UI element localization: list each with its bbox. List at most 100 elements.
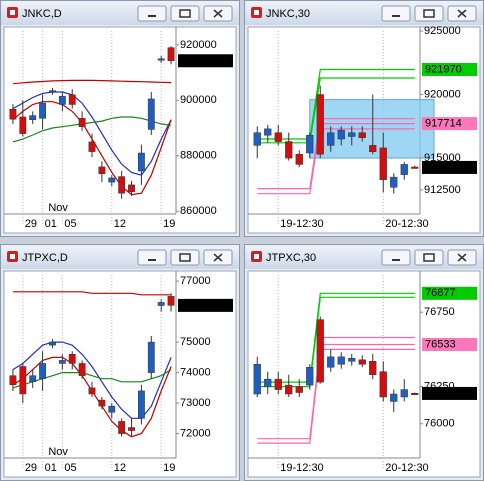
minimize-button[interactable] (381, 249, 411, 266)
candle-body (295, 386, 303, 393)
y-tick-label: 76750 (424, 306, 455, 318)
indicator-line (257, 343, 415, 440)
price-tag-label: 921970 (425, 63, 462, 75)
indicator-line (257, 68, 415, 140)
x-tick-label: 19-12:30 (280, 218, 323, 230)
candle-body (88, 387, 96, 395)
indicator-line (257, 77, 415, 144)
x-tick-label: 12 (114, 218, 126, 230)
button-glyph (423, 253, 435, 262)
candle-body (264, 378, 272, 387)
candle-body (128, 184, 135, 193)
x-tick-label: 01 (45, 218, 57, 230)
minimize-button[interactable] (381, 5, 411, 22)
candle-body (39, 363, 47, 379)
candle-body (400, 164, 408, 175)
x-tick-label: 20-12:30 (385, 218, 428, 230)
candle-body (147, 341, 155, 373)
candle-body (137, 390, 145, 419)
x-tick-label: 19-12:30 (280, 462, 323, 474)
price-tag-label: 76204 (425, 387, 456, 399)
candle-body (58, 360, 66, 364)
minimize-button[interactable] (137, 5, 167, 22)
restore-button[interactable] (170, 5, 200, 22)
candle-body (379, 147, 387, 180)
chart-window: JTPXC,D 29 01 05 12 19 Nov 72000 73000 74000 75000… (0, 244, 240, 481)
x-tick-label: 01 (45, 462, 57, 474)
y-tick-label: 74000 (180, 367, 211, 379)
candle-body (19, 366, 27, 395)
candle-body (337, 356, 345, 365)
x-tick-label: 05 (64, 218, 76, 230)
minimize-button[interactable] (137, 249, 167, 266)
price-tag (422, 337, 477, 351)
month-label: Nov (48, 202, 68, 214)
restore-button[interactable] (414, 249, 444, 266)
candle-body (306, 366, 314, 386)
candle-body (390, 393, 398, 402)
restore-button[interactable] (170, 249, 200, 266)
candle-body (98, 399, 106, 407)
candle-body (19, 116, 27, 134)
indicator-line (257, 296, 415, 388)
chart-area (247, 270, 481, 478)
x-tick-label: 19 (163, 218, 175, 230)
button-glyph (423, 9, 435, 18)
month-label: Nov (48, 446, 68, 458)
candle-body (295, 154, 303, 165)
price-tag (422, 160, 477, 174)
candle-body (147, 98, 155, 130)
candle-body (253, 364, 261, 395)
x-tick-label: 20-12:30 (385, 462, 428, 474)
candle-body (58, 95, 66, 105)
candle-body (98, 166, 106, 175)
price-tag (178, 54, 233, 68)
candle-body (68, 94, 76, 105)
indicator-line (12, 369, 172, 389)
window-title: JNKC,30 (266, 8, 310, 20)
button-glyph (179, 9, 191, 18)
indicator-line (12, 79, 172, 85)
candle-body (348, 132, 356, 137)
restore-button[interactable] (414, 5, 444, 22)
y-tick-label: 860000 (180, 205, 217, 217)
candle-body (348, 358, 356, 362)
y-tick-label: 880000 (180, 150, 217, 162)
price-tag-label: 76533 (425, 338, 456, 350)
candle-body (306, 134, 314, 154)
window-title: JTPXC,30 (266, 252, 316, 264)
x-tick-label: 19 (163, 462, 175, 474)
chart-window: JNKC,D 29 01 05 12 19 Nov 860000 880000 900000 920… (0, 0, 240, 237)
y-tick-label: 920000 (180, 39, 217, 51)
candle-body (29, 115, 37, 120)
button-glyph (457, 9, 467, 18)
candle-body (379, 371, 387, 398)
candle-body (68, 354, 76, 364)
candle-body (274, 378, 282, 390)
candle-body (327, 132, 335, 146)
window-icon-inner (254, 254, 259, 259)
candle-body (9, 375, 17, 386)
y-tick-label: 77000 (180, 275, 211, 287)
candle-body (39, 102, 47, 119)
window-icon-inner (10, 10, 15, 15)
candle-body (358, 132, 366, 139)
price-tag (422, 117, 477, 131)
x-tick-label: 12 (114, 462, 126, 474)
candle-body (369, 361, 377, 375)
candle-body (253, 132, 261, 146)
button-glyph (213, 9, 223, 18)
x-tick-label: 05 (64, 462, 76, 474)
y-tick-label: 925000 (424, 25, 461, 37)
window-title: JNKC,D (22, 8, 62, 20)
candle-body (157, 58, 165, 61)
candle-body (118, 421, 126, 434)
candle-body (411, 393, 419, 396)
candle-body (137, 152, 145, 172)
candle-body (108, 177, 116, 183)
candle-body (285, 141, 293, 159)
